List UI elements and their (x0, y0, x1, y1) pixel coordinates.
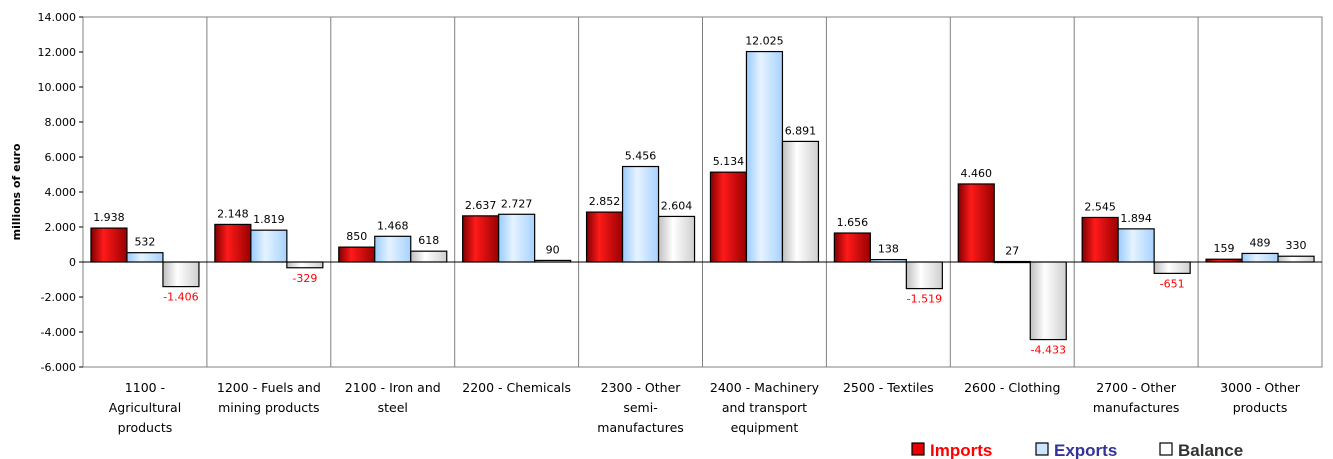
x-tick-label: 2200 - Chemicals (462, 380, 571, 395)
y-tick-label: 0 (69, 256, 76, 269)
data-label-exports: 1.468 (377, 219, 409, 232)
bar-imports (1205, 258, 1243, 263)
data-label-balance: -651 (1160, 277, 1185, 290)
bar-exports (126, 252, 164, 263)
x-tick-label: 2500 - Textiles (843, 380, 934, 395)
data-label-balance: -329 (292, 272, 317, 285)
data-label-balance: -1.406 (163, 291, 198, 304)
bar-exports (1117, 228, 1155, 263)
bar-balance (657, 215, 696, 263)
bar-exports (498, 213, 536, 263)
legend-swatch-imports (911, 442, 925, 456)
data-label-imports: 2.637 (465, 199, 497, 212)
y-tick-label: 6.000 (45, 151, 77, 164)
data-label-exports: 27 (1005, 245, 1019, 258)
legend-swatch-balance (1159, 442, 1173, 456)
data-label-imports: 2.852 (589, 195, 621, 208)
bar-balance (1153, 261, 1191, 274)
data-label-exports: 489 (1250, 236, 1271, 249)
data-labels: 1.938 2.148 850 2.637 2.852 5.134 1.656 4.460 2.… (93, 35, 1306, 357)
data-label-imports: 850 (346, 230, 367, 243)
data-label-balance: 618 (418, 234, 439, 247)
data-label-imports: 1.656 (837, 216, 869, 229)
y-tick-label: 2.000 (45, 221, 77, 234)
x-tick-label: 2700 - Other manufactures (1093, 380, 1180, 415)
bars (90, 50, 1315, 341)
bar-balance (1277, 255, 1315, 263)
bar-balance (286, 261, 324, 269)
bar-imports (90, 227, 128, 263)
bar-balance (781, 140, 820, 263)
data-label-imports: 1.938 (93, 211, 125, 224)
bar-imports (338, 246, 376, 263)
y-tick-label: -2.000 (41, 291, 76, 304)
x-tick-label: 1200 - Fuels and mining products (217, 380, 321, 415)
data-label-imports: 5.134 (713, 155, 745, 168)
data-label-exports: 12.025 (745, 35, 784, 48)
data-label-exports: 5.456 (625, 150, 657, 163)
bar-balance (905, 261, 943, 290)
y-axis-label: millions of euro (10, 143, 23, 240)
bar-exports (250, 229, 288, 263)
bar-exports (869, 258, 907, 263)
data-label-balance: -1.519 (907, 293, 942, 306)
bar-imports (957, 183, 995, 263)
data-label-balance: 330 (1286, 239, 1307, 252)
x-tick-label: 2600 - Clothing (964, 380, 1060, 395)
data-label-imports: 2.545 (1084, 200, 1116, 213)
legend-label-exports: Exports (1054, 441, 1117, 459)
data-label-exports: 1.819 (253, 213, 285, 226)
y-tick-label: 14.000 (38, 11, 77, 24)
bar-imports (709, 171, 748, 263)
bar-exports (374, 235, 412, 263)
y-tick-label: -4.000 (41, 326, 76, 339)
x-tick-label: 3000 - Other products (1220, 380, 1301, 415)
legend: Imports Exports Balance (911, 441, 1243, 459)
data-label-imports: 159 (1214, 242, 1235, 255)
bar-imports (214, 223, 252, 263)
data-label-imports: 4.460 (961, 167, 993, 180)
bar-imports (585, 211, 624, 263)
bar-exports (1241, 252, 1279, 263)
data-label-exports: 138 (878, 243, 899, 256)
y-tick-label: -6.000 (41, 361, 76, 374)
bar-balance (410, 250, 448, 263)
bar-exports (993, 260, 1031, 264)
data-label-imports: 2.148 (217, 207, 249, 220)
axes: -6.000 -4.000 -2.000 0 2.000 4.000 6.000 8.000 1… (38, 11, 1323, 435)
bar-exports (621, 165, 660, 263)
y-tick-label: 8.000 (45, 116, 77, 129)
x-tick-label: 2100 - Iron and steel (345, 380, 441, 415)
bar-imports (1081, 216, 1119, 263)
data-label-exports: 2.727 (501, 197, 533, 210)
bar-imports (833, 232, 871, 263)
data-label-balance: -4.433 (1031, 344, 1066, 357)
data-label-balance: 2.604 (661, 199, 693, 212)
bar-balance (534, 259, 572, 263)
y-tick-label: 4.000 (45, 186, 77, 199)
bar-balance (162, 261, 200, 288)
data-label-exports: 1.894 (1120, 212, 1152, 225)
bar-balance (1029, 261, 1067, 341)
x-tick-label: 1100 -Agricultural products (109, 380, 181, 435)
bar-exports (745, 50, 784, 263)
y-tick-label: 10.000 (38, 81, 77, 94)
data-label-balance: 6.891 (785, 124, 817, 137)
x-tick-label: 2400 - Machinery and transport equipment (710, 380, 820, 435)
legend-label-imports: Imports (930, 441, 992, 459)
legend-swatch-exports (1035, 442, 1049, 456)
x-tick-label: 2300 - Other semi-manufactures (597, 380, 684, 435)
y-tick-label: 12.000 (38, 46, 77, 59)
legend-label-balance: Balance (1178, 441, 1243, 459)
data-label-balance: 90 (546, 243, 560, 256)
data-label-exports: 532 (134, 236, 155, 249)
bar-imports (462, 215, 500, 263)
